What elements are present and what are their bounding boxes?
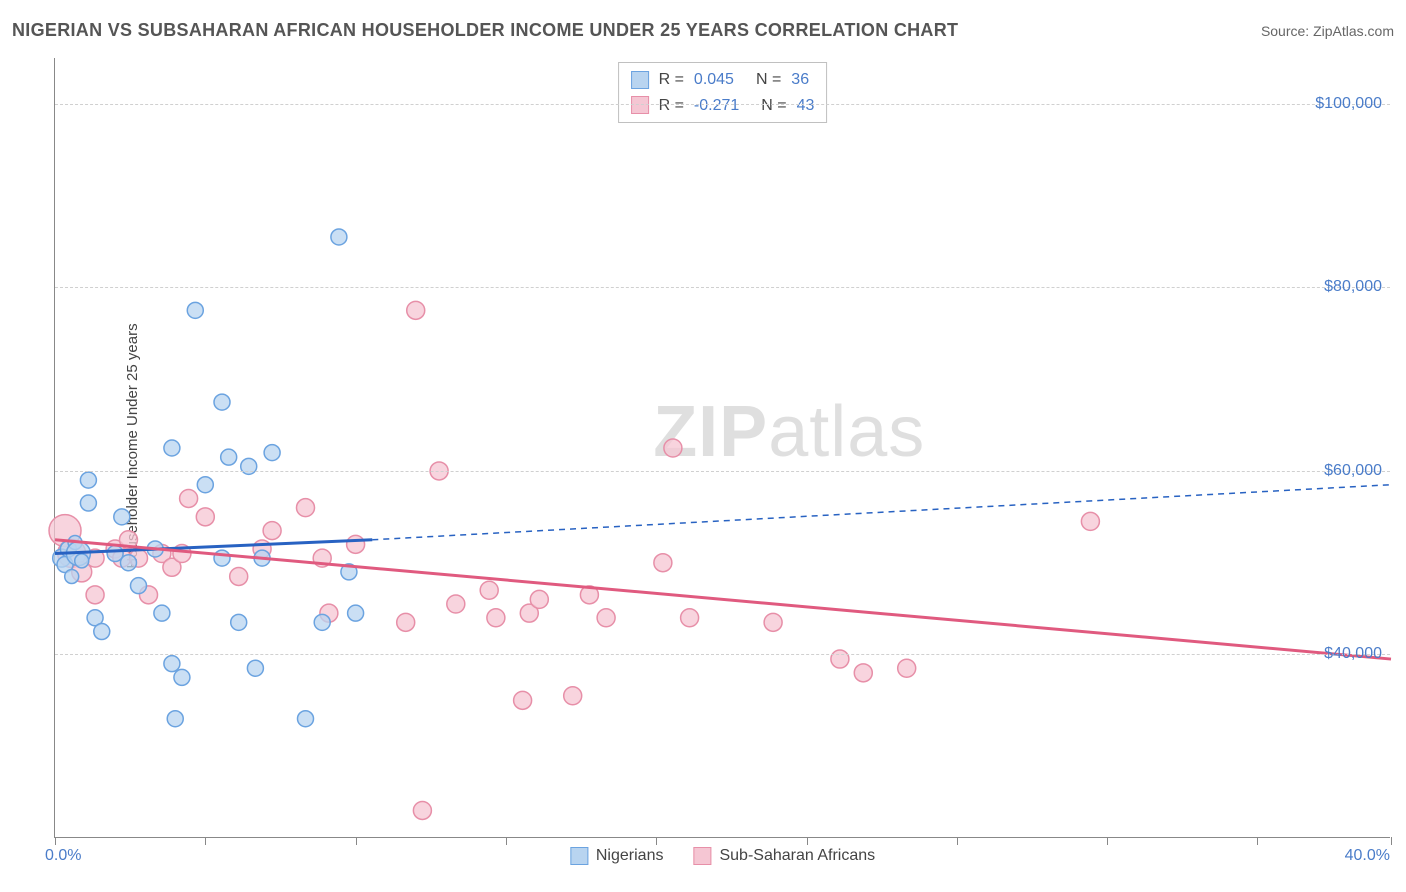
data-point [214,394,230,410]
data-point [114,509,130,525]
data-point [297,499,315,517]
data-point [231,614,247,630]
data-point [681,609,699,627]
data-point [298,711,314,727]
data-point [530,590,548,608]
data-point [331,229,347,245]
x-tick [1391,837,1392,845]
stat-r-nigerians: 0.045 [694,67,734,93]
data-point [1081,512,1099,530]
series-legend: Nigerians Sub-Saharan Africans [570,847,875,865]
data-point [154,605,170,621]
data-point [187,302,203,318]
data-point [597,609,615,627]
data-point [75,554,89,568]
data-point [230,567,248,585]
stat-n-label: N = [756,67,781,93]
data-point [314,614,330,630]
x-axis-max-label: 40.0% [1345,847,1390,865]
regression-line-nigerians-projection [372,485,1391,540]
data-point [347,535,365,553]
stat-n-subsaharan: 43 [797,93,815,119]
gridline [55,287,1390,288]
stat-row-nigerians: R = 0.045 N = 36 [631,67,815,93]
y-tick-label: $60,000 [1324,462,1382,480]
gridline [55,654,1390,655]
data-point [86,586,104,604]
data-point [80,495,96,511]
data-point [263,522,281,540]
data-point [264,445,280,461]
data-point [214,550,230,566]
legend-label-subsaharan: Sub-Saharan Africans [719,847,875,865]
stat-r-subsaharan: -0.271 [694,93,739,119]
stat-r-label: R = [659,93,684,119]
data-point [348,605,364,621]
x-tick [55,837,56,845]
chart-source: Source: ZipAtlas.com [1261,23,1394,39]
data-point [180,489,198,507]
data-point [447,595,465,613]
data-point [94,624,110,640]
swatch-subsaharan [693,847,711,865]
chart-header: NIGERIAN VS SUBSAHARAN AFRICAN HOUSEHOLD… [12,20,1394,41]
y-tick-label: $40,000 [1324,645,1382,663]
data-point [247,660,263,676]
data-point [664,439,682,457]
data-point [764,613,782,631]
stat-n-nigerians: 36 [791,67,809,93]
data-point [197,477,213,493]
gridline [55,471,1390,472]
data-point [654,554,672,572]
x-tick [807,837,808,845]
x-axis-min-label: 0.0% [45,847,81,865]
data-point [241,458,257,474]
data-point [196,508,214,526]
data-point [131,578,147,594]
x-tick [1107,837,1108,845]
chart-area: ZIPatlas R = 0.045 N = 36 R = -0.271 N =… [50,58,1390,838]
plot-svg [55,58,1391,838]
x-tick [957,837,958,845]
data-point [221,449,237,465]
data-point [120,555,136,571]
stat-r-label: R = [659,67,684,93]
data-point [407,301,425,319]
data-point [480,581,498,599]
chart-title: NIGERIAN VS SUBSAHARAN AFRICAN HOUSEHOLD… [12,20,958,41]
data-point [174,669,190,685]
x-tick [656,837,657,845]
data-point [854,664,872,682]
data-point [65,569,79,583]
x-tick [1257,837,1258,845]
swatch-subsaharan [631,96,649,114]
stat-row-subsaharan: R = -0.271 N = 43 [631,93,815,119]
data-point [164,656,180,672]
swatch-nigerians [631,71,649,89]
data-point [413,801,431,819]
stat-legend: R = 0.045 N = 36 R = -0.271 N = 43 [618,62,828,123]
y-tick-label: $80,000 [1324,278,1382,296]
x-tick [506,837,507,845]
data-point [164,440,180,456]
data-point [564,687,582,705]
legend-label-nigerians: Nigerians [596,847,664,865]
x-tick [356,837,357,845]
stat-n-label: N = [761,93,786,119]
swatch-nigerians [570,847,588,865]
x-tick [205,837,206,845]
legend-item-nigerians: Nigerians [570,847,664,865]
legend-item-subsaharan: Sub-Saharan Africans [693,847,875,865]
gridline [55,104,1390,105]
y-tick-label: $100,000 [1315,95,1382,113]
data-point [514,691,532,709]
scatter-plot: ZIPatlas R = 0.045 N = 36 R = -0.271 N =… [54,58,1390,838]
data-point [487,609,505,627]
regression-line-subsaharan [55,540,1391,659]
data-point [167,711,183,727]
data-point [80,472,96,488]
data-point [831,650,849,668]
data-point [898,659,916,677]
data-point [397,613,415,631]
